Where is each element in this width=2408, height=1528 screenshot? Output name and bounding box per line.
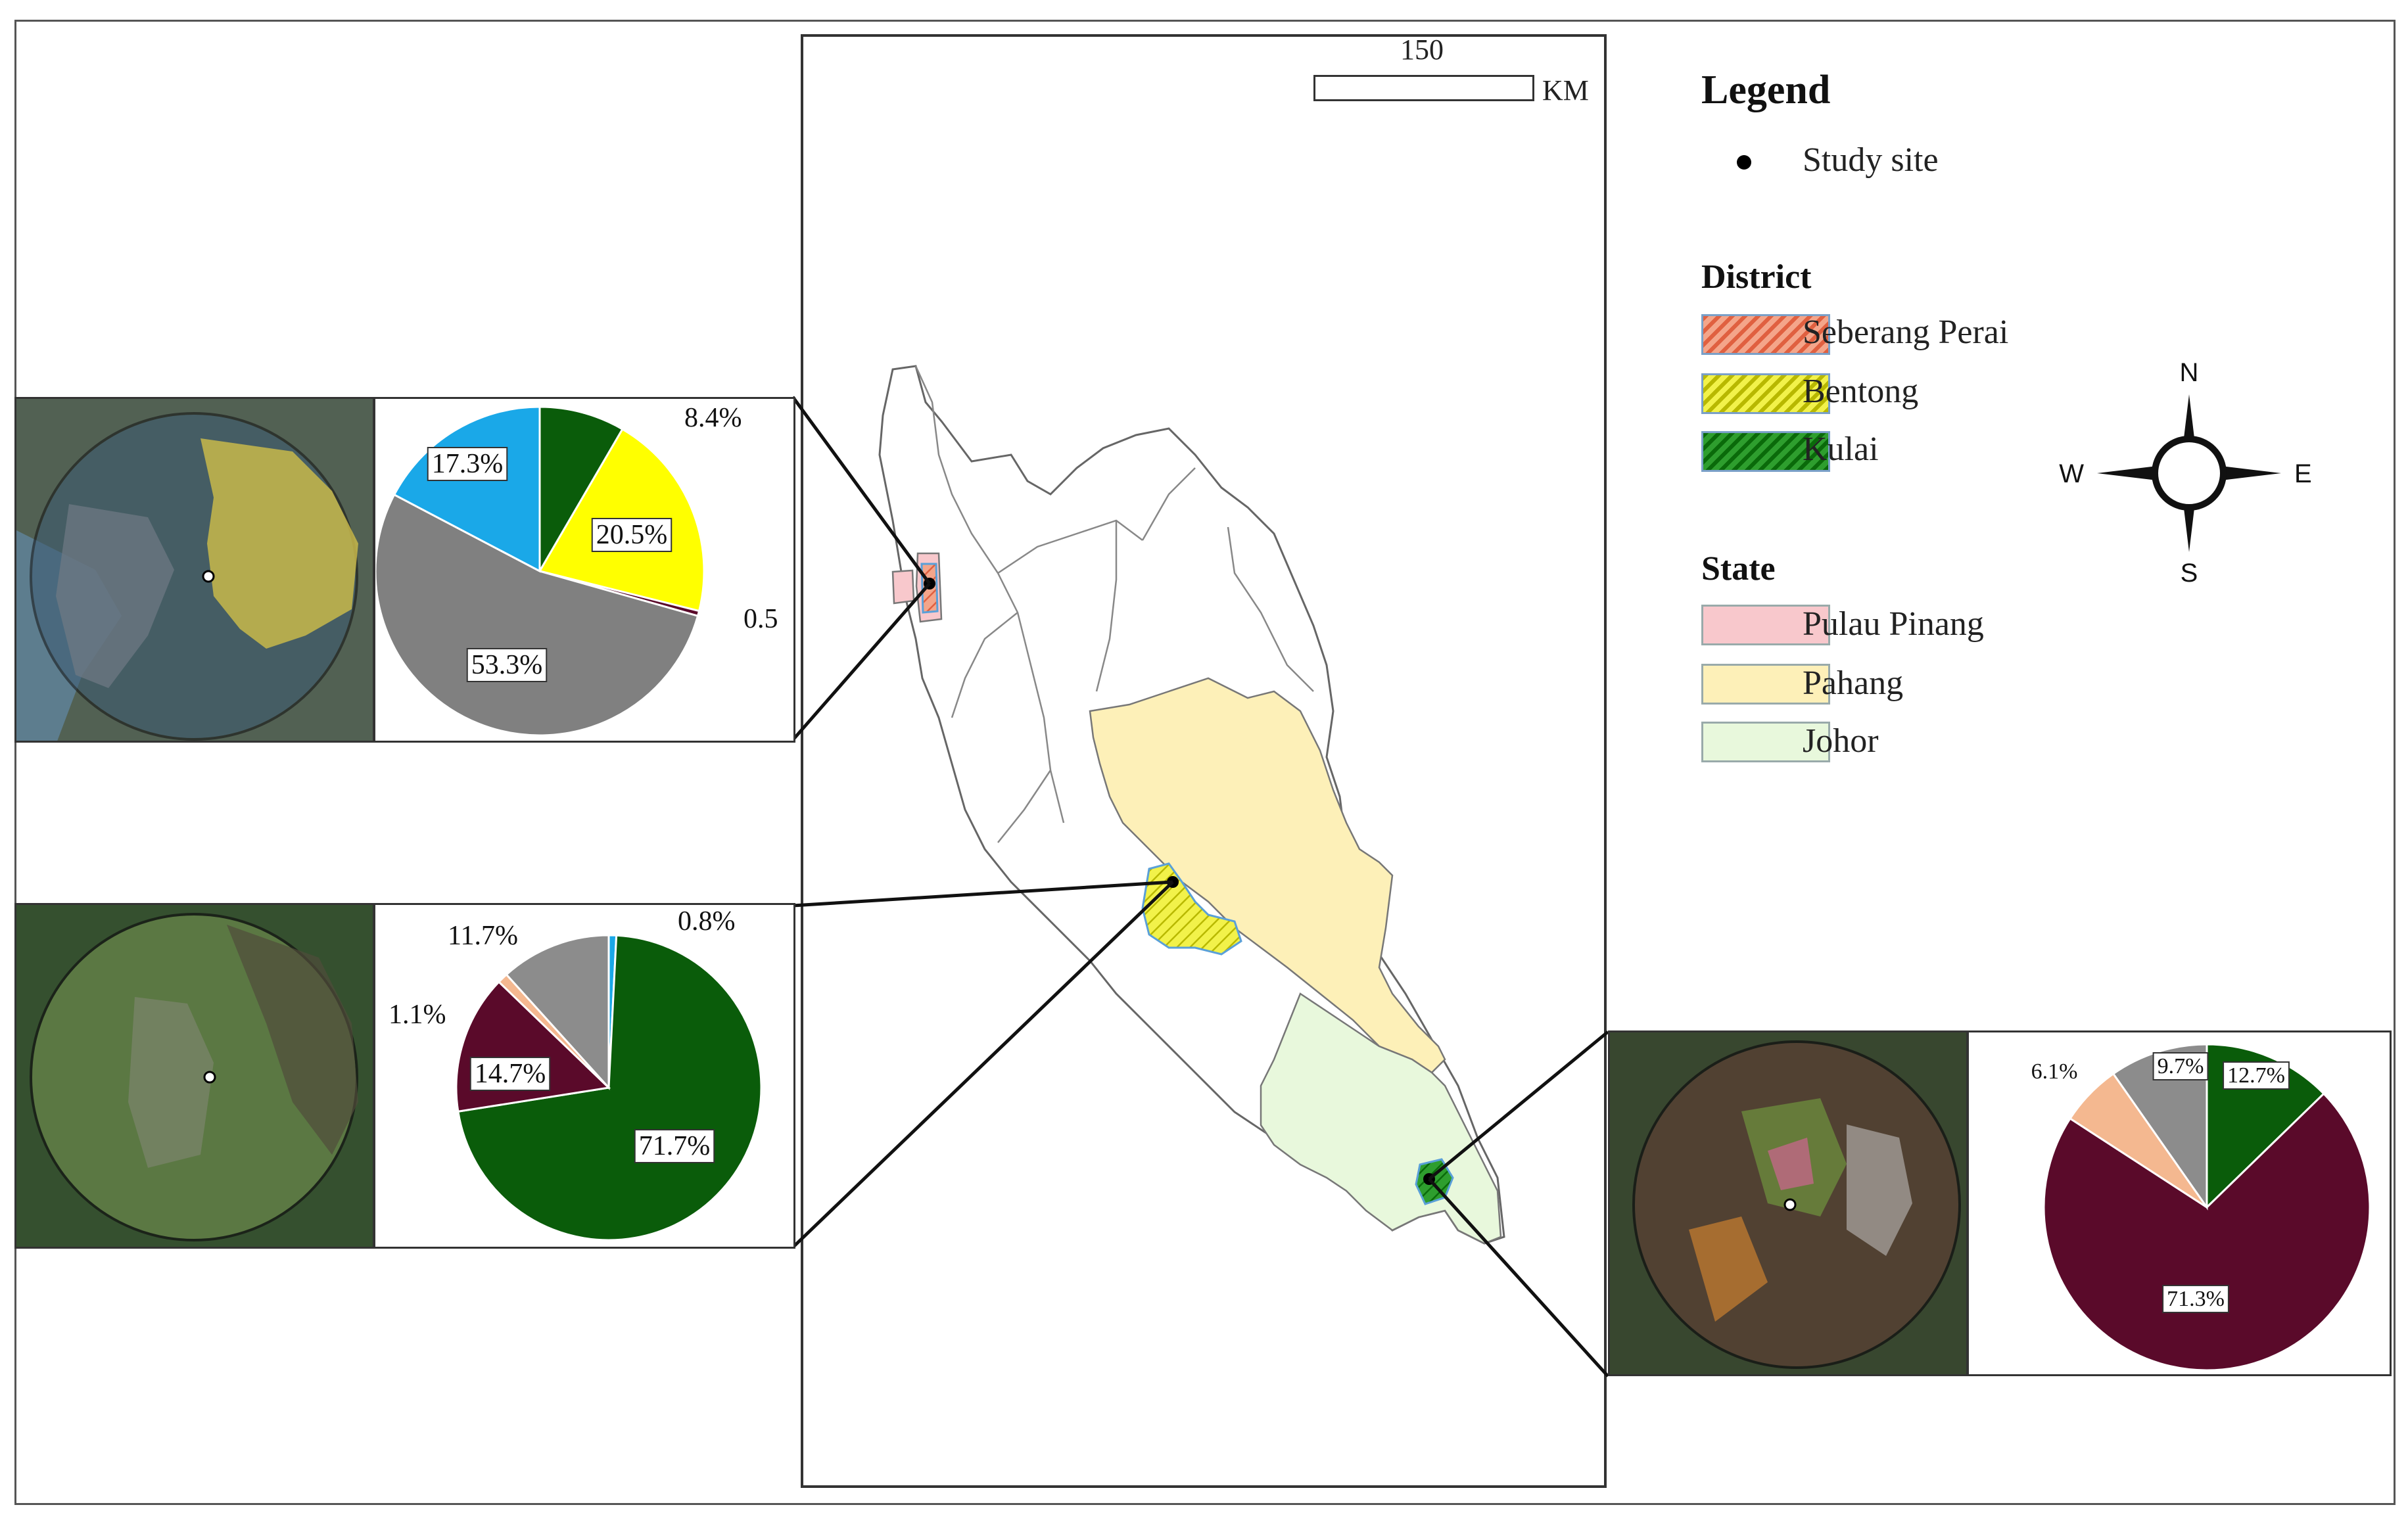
figure-frame [14,20,2396,1505]
satellite-panel-bentong [14,903,375,1249]
pie-slice-label: 0.8% [678,906,736,937]
legend-district-heading: District [1701,258,1812,296]
satellite-panel-kulai [1608,1030,1968,1376]
swatch-bentong [1701,373,1830,414]
pie-chart-bentong: 0.8% 71.7% 14.7% 1.1% 11.7% [389,906,763,1241]
swatch-pulau-pinang [1701,605,1830,645]
peninsular-malaysia-map [801,34,1607,1488]
pie-slice-label: 12.7% [2227,1063,2285,1088]
pie-slice-label: 71.7% [639,1131,711,1161]
legend-state-heading: State [1701,550,1776,588]
swatch-pahang [1701,664,1830,705]
pie-slice-label: 6.1% [2031,1059,2078,1084]
pie-panel-seberang-perai: 8.4% 20.5% 0.5 53.3% 17.3% [373,397,795,743]
pie-slice-label: 17.3% [432,449,504,479]
scale-bar [1313,75,1534,101]
pie-slice [374,493,699,737]
pie-slice-label: 14.7% [475,1059,546,1089]
study-site-symbol [1737,155,1751,170]
pie-label-box [427,447,508,481]
pie-panel-bentong: 0.8% 71.7% 14.7% 1.1% 11.7% [373,903,795,1249]
pahang-state [1089,677,1446,1074]
pie-slice [538,405,624,575]
scale-value: 150 [1400,34,1444,66]
compass-w: W [2059,459,2084,488]
swatch-kulai [1701,431,1830,472]
pie-label-box [2162,1285,2229,1313]
compass-rose: N S E W [2059,361,2312,585]
legend-state-johor: Johor [1803,722,1879,760]
state-boundary [914,365,1314,843]
pie-label-box [2152,1052,2209,1080]
pie-slice [2042,1092,2371,1372]
pie-label-box [466,648,548,682]
pie-slice-label: 8.4% [684,403,742,433]
pie-label-box [634,1129,715,1163]
legend-state-pulau-pinang: Pulau Pinang [1803,605,1984,643]
legend-district-kulai: Kulai [1803,430,1879,468]
pie-slice-label: 9.7% [2158,1054,2204,1078]
pie-slice-label: 71.3% [2167,1287,2225,1311]
pie-panel-kulai: 12.7% 71.3% 6.1% 9.7% [1967,1030,2392,1376]
compass-e: E [2294,459,2312,488]
scale-unit: KM [1542,74,1589,106]
legend-title: Legend [1701,68,1831,112]
satellite-panel-seberang-perai [14,397,375,743]
pie-slice-label: 11.7% [448,921,518,951]
swatch-seberang-perai [1701,314,1830,355]
pie-label-box [469,1057,551,1091]
map-frame [801,34,1607,1488]
pie-label-box [591,518,673,552]
pie-slice-label: 1.1% [389,1000,446,1030]
pie-chart-kulai: 12.7% 71.3% 6.1% 9.7% [2031,1043,2371,1372]
legend-state-pahang: Pahang [1803,664,1904,702]
pie-slice-label: 20.5% [596,520,668,550]
compass-n: N [2180,361,2199,387]
pie-chart-seberang-perai: 8.4% 20.5% 0.5 53.3% 17.3% [374,403,778,737]
pie-slice-label: 0.5 [744,604,778,634]
legend-district-bentong: Bentong [1803,373,1919,410]
legend-study-site: Study site [1803,141,1939,179]
pie-slice [505,934,610,1090]
pie-label-box [2223,1061,2290,1090]
legend-district-seberang-perai: Seberang Perai [1803,313,2009,351]
pie-slice [2112,1043,2208,1211]
pie-slice-label: 53.3% [471,650,543,680]
compass-s: S [2181,559,2198,585]
swatch-johor [1701,722,1830,762]
